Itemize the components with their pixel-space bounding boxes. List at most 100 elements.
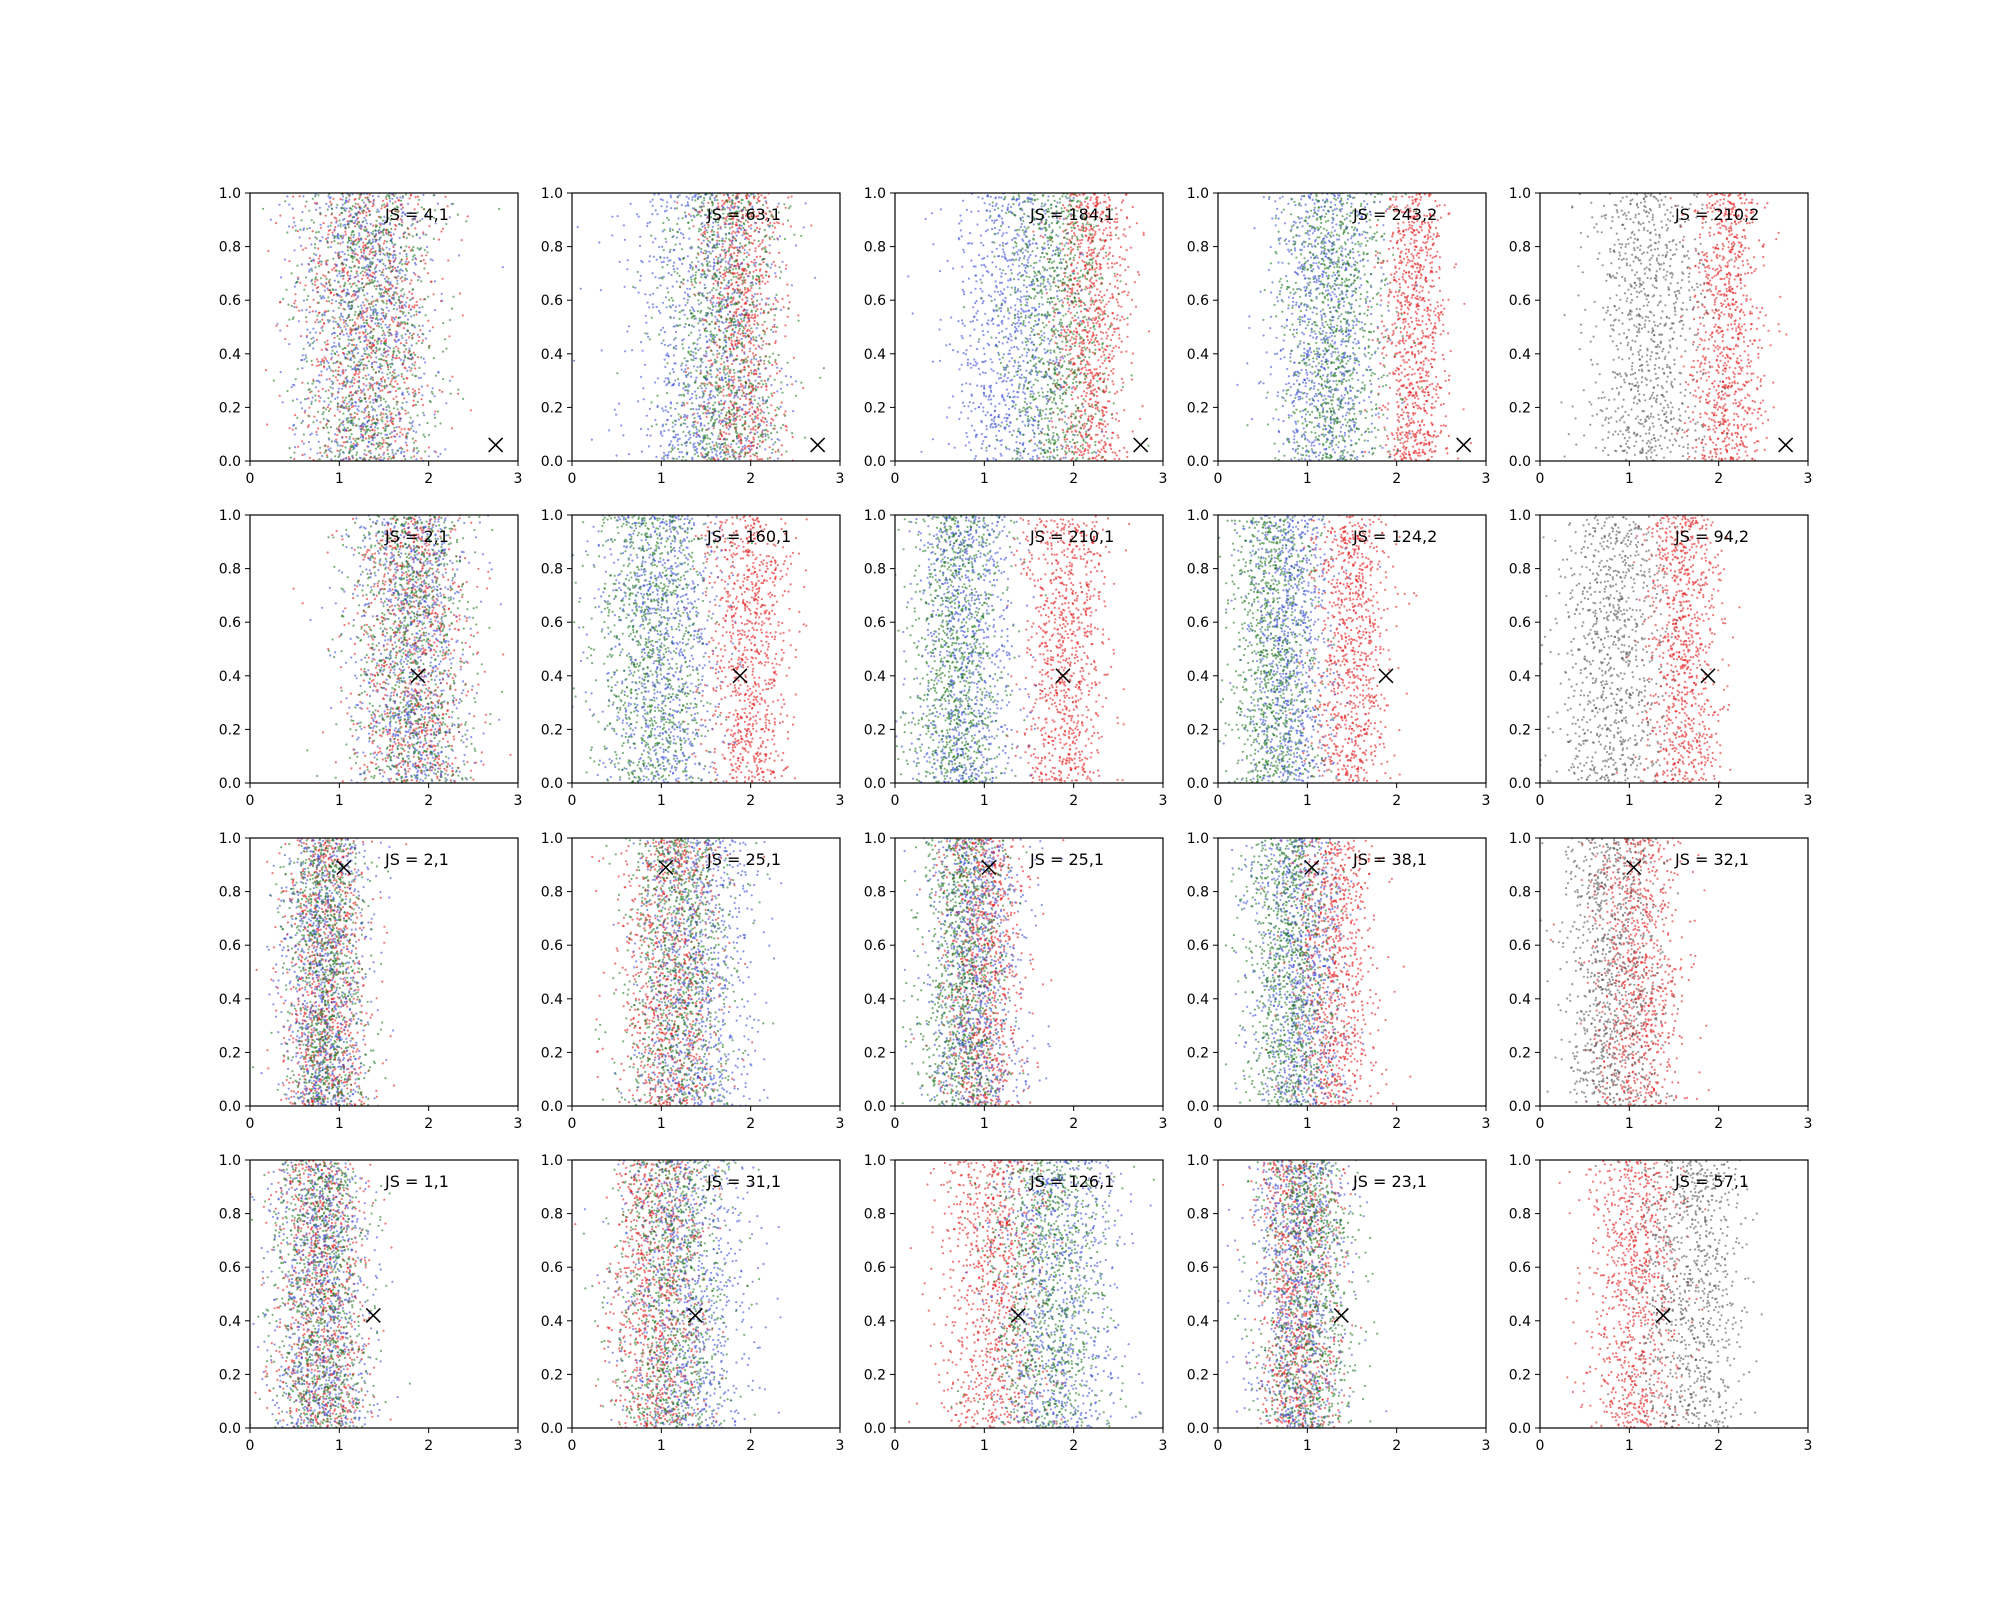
scatter-point xyxy=(377,209,379,211)
scatter-point xyxy=(378,285,380,287)
scatter-point xyxy=(726,372,728,374)
scatter-point xyxy=(738,386,740,388)
scatter-point xyxy=(355,203,357,205)
scatter-point xyxy=(725,199,727,201)
scatter-point xyxy=(708,339,710,341)
scatter-point xyxy=(719,309,721,311)
scatter-point xyxy=(301,263,303,265)
scatter-point xyxy=(309,257,311,259)
scatter-point xyxy=(764,283,766,285)
scatter-point xyxy=(775,276,777,278)
scatter-point xyxy=(448,335,450,337)
scatter-point xyxy=(306,336,308,338)
scatter-point xyxy=(712,404,714,406)
scatter-point xyxy=(316,419,318,421)
scatter-point xyxy=(327,445,329,447)
scatter-point xyxy=(400,417,402,419)
scatter-point xyxy=(729,325,731,327)
scatter-point xyxy=(740,451,742,453)
scatter-point xyxy=(372,238,374,240)
scatter-point xyxy=(412,450,414,452)
scatter-point xyxy=(336,360,338,362)
scatter-point xyxy=(364,350,366,352)
scatter-point xyxy=(418,367,420,369)
scatter-point xyxy=(719,372,721,374)
scatter-point xyxy=(305,276,307,278)
scatter-point xyxy=(379,447,381,449)
scatter-point xyxy=(336,434,338,436)
scatter-point xyxy=(340,299,342,301)
scatter-point xyxy=(413,364,415,366)
scatter-point xyxy=(694,199,696,201)
scatter-point xyxy=(660,205,662,207)
scatter-point xyxy=(386,233,388,235)
scatter-point xyxy=(699,211,701,213)
scatter-point xyxy=(413,272,415,274)
scatter-point xyxy=(366,431,368,433)
scatter-point xyxy=(397,388,399,390)
scatter-point xyxy=(780,388,782,390)
scatter-point xyxy=(337,370,339,372)
scatter-point xyxy=(322,427,324,429)
scatter-point xyxy=(357,306,359,308)
scatter-point xyxy=(325,310,327,312)
scatter-point xyxy=(321,261,323,263)
scatter-point xyxy=(709,412,711,414)
scatter-point xyxy=(673,347,675,349)
scatter-point xyxy=(380,340,382,342)
scatter-point xyxy=(694,196,696,198)
scatter-point xyxy=(308,415,310,417)
scatter-point xyxy=(357,295,359,297)
scatter-point xyxy=(345,328,347,330)
scatter-point xyxy=(381,271,383,273)
scatter-point xyxy=(380,456,382,458)
scatter-point xyxy=(372,257,374,259)
scatter-point xyxy=(741,416,743,418)
scatter-point xyxy=(372,399,374,401)
scatter-point xyxy=(301,211,303,213)
scatter-point xyxy=(712,226,714,228)
scatter-point xyxy=(339,219,341,221)
scatter-point xyxy=(372,202,374,204)
scatter-point xyxy=(351,319,353,321)
scatter-point xyxy=(337,408,339,410)
scatter-point xyxy=(681,310,683,312)
scatter-point xyxy=(785,429,787,431)
scatter-point xyxy=(367,197,369,199)
scatter-point xyxy=(785,425,787,427)
scatter-point xyxy=(730,379,732,381)
scatter-point xyxy=(687,392,689,394)
scatter-point xyxy=(371,419,373,421)
scatter-point xyxy=(337,406,339,408)
scatter-point xyxy=(336,442,338,444)
scatter-point xyxy=(738,274,740,276)
scatter-point xyxy=(357,254,359,256)
scatter-point xyxy=(787,219,789,221)
scatter-point xyxy=(743,456,745,458)
scatter-point xyxy=(695,397,697,399)
scatter-point xyxy=(720,451,722,453)
scatter-point xyxy=(397,275,399,277)
scatter-point xyxy=(326,456,328,458)
scatter-point xyxy=(646,434,648,436)
scatter-point xyxy=(359,194,361,196)
scatter-point xyxy=(697,252,699,254)
scatter-point xyxy=(337,233,339,235)
scatter-point xyxy=(679,243,681,245)
scatter-point xyxy=(419,248,421,250)
scatter-point xyxy=(403,359,405,361)
scatter-point xyxy=(401,263,403,265)
scatter-point xyxy=(372,309,374,311)
scatter-point xyxy=(734,232,736,234)
scatter-point xyxy=(805,202,807,204)
scatter-point xyxy=(679,286,681,288)
scatter-point xyxy=(368,374,370,376)
scatter-point xyxy=(391,198,393,200)
scatter-point xyxy=(404,274,406,276)
scatter-point xyxy=(319,255,321,257)
scatter-point xyxy=(679,194,681,196)
scatter-point xyxy=(342,429,344,431)
scatter-point xyxy=(333,240,335,242)
scatter-point xyxy=(293,302,295,304)
scatter-point xyxy=(372,342,374,344)
